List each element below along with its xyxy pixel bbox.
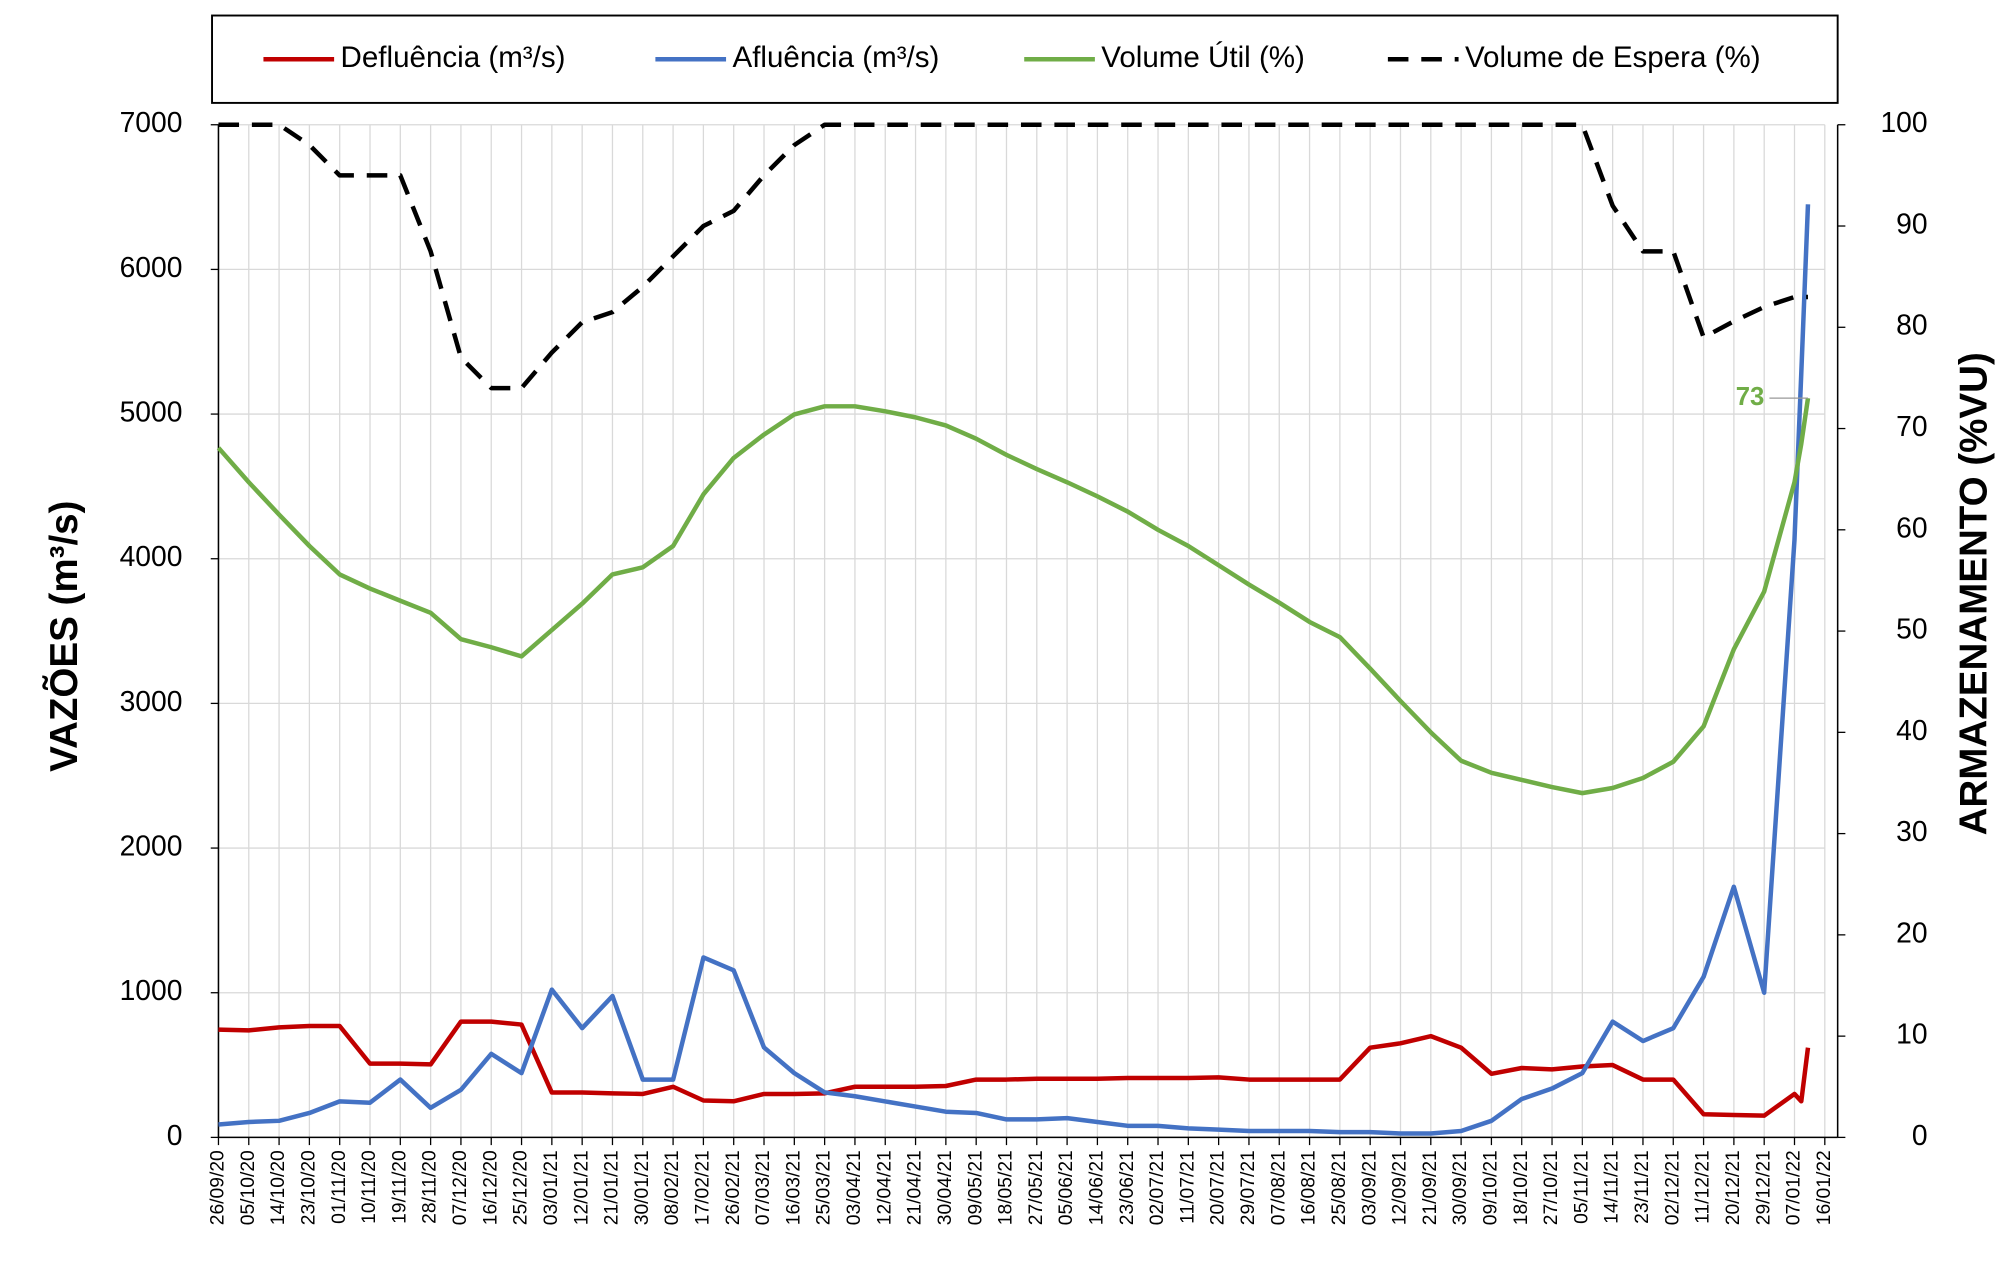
series-line — [218, 204, 1811, 1136]
x-tick-label: 29/12/21 — [1753, 1150, 1774, 1225]
x-tick-label: 14/10/20 — [268, 1150, 289, 1225]
y2-tick-label: 60 — [1896, 511, 1927, 543]
y2-tick-label: 10 — [1896, 1018, 1927, 1050]
x-tick-label: 30/09/21 — [1450, 1150, 1471, 1225]
x-tick-label: 01/11/20 — [329, 1150, 350, 1224]
x-tick-label: 02/07/21 — [1147, 1150, 1168, 1225]
x-tick-label: 03/09/21 — [1359, 1150, 1380, 1225]
y2-tick-label: 80 — [1896, 309, 1927, 341]
x-tick-label: 02/12/21 — [1662, 1150, 1683, 1225]
x-tick-label: 30/01/21 — [632, 1150, 653, 1225]
x-tick-label: 23/06/21 — [1117, 1150, 1138, 1225]
y2-tick-label: 50 — [1896, 613, 1927, 645]
x-tick-label: 27/05/21 — [1026, 1150, 1047, 1225]
x-tick-label: 28/11/20 — [420, 1150, 441, 1224]
series-line — [218, 122, 1808, 391]
x-tick-label: 23/10/20 — [298, 1150, 319, 1225]
x-tick-label: 17/02/21 — [692, 1150, 713, 1225]
y-tick-label: 5000 — [120, 396, 183, 428]
data-label: 73 — [1736, 383, 1765, 411]
x-tick-label: 05/10/20 — [238, 1150, 259, 1225]
x-tick-label: 18/05/21 — [996, 1150, 1017, 1225]
x-tick-label: 30/04/21 — [935, 1150, 956, 1225]
x-tick-label: 03/04/21 — [844, 1150, 865, 1225]
x-tick-label: 14/06/21 — [1087, 1150, 1108, 1225]
x-tick-label: 20/12/21 — [1723, 1150, 1744, 1225]
x-tick-label: 10/11/20 — [359, 1150, 380, 1224]
x-tick-label: 16/08/21 — [1299, 1150, 1320, 1225]
x-tick-label: 26/02/21 — [723, 1150, 744, 1225]
x-tick-label: 20/07/21 — [1208, 1150, 1229, 1225]
x-tick-label: 05/06/21 — [1056, 1150, 1077, 1225]
y-tick-label: 2000 — [120, 830, 183, 862]
x-tick-label: 25/08/21 — [1329, 1150, 1350, 1225]
y-tick-label: 1000 — [120, 974, 183, 1006]
y2-axis-title: ARMAZENAMENTO (%VU) — [1953, 352, 1996, 835]
x-tick-label: 07/12/20 — [450, 1150, 471, 1225]
x-tick-label: 11/07/21 — [1177, 1150, 1198, 1224]
x-tick-label: 21/09/21 — [1420, 1150, 1441, 1225]
x-tick-label: 16/03/21 — [783, 1150, 804, 1225]
y-tick-label: 6000 — [120, 251, 183, 283]
x-tick-label: 26/09/20 — [208, 1150, 229, 1225]
x-tick-label: 12/09/21 — [1390, 1150, 1411, 1225]
x-tick-label: 05/11/21 — [1571, 1150, 1592, 1224]
x-tick-label: 19/11/20 — [389, 1150, 410, 1224]
series-line — [218, 1019, 1811, 1118]
x-tick-label: 08/02/21 — [662, 1150, 683, 1225]
x-tick-label: 12/04/21 — [874, 1150, 895, 1225]
x-tick-label: 25/03/21 — [814, 1150, 835, 1225]
y2-tick-label: 90 — [1896, 207, 1927, 239]
x-tick-label: 03/01/21 — [541, 1150, 562, 1225]
x-tick-label: 14/11/21 — [1602, 1150, 1623, 1224]
x-tick-label: 21/01/21 — [602, 1150, 623, 1225]
x-tick-label: 27/10/21 — [1541, 1150, 1562, 1225]
y2-tick-label: 0 — [1912, 1119, 1928, 1151]
y-tick-label: 0 — [167, 1119, 183, 1151]
x-tick-label: 18/10/21 — [1511, 1150, 1532, 1225]
x-tick-label: 23/11/21 — [1632, 1150, 1653, 1224]
x-tick-label: 07/01/22 — [1784, 1150, 1805, 1225]
legend-label: Volume Útil (%) — [1101, 41, 1305, 74]
x-tick-label: 11/12/21 — [1693, 1150, 1714, 1224]
y2-tick-label: 70 — [1896, 410, 1927, 442]
x-tick-label: 07/03/21 — [753, 1150, 774, 1225]
x-tick-label: 07/08/21 — [1268, 1150, 1289, 1225]
legend-label: Volume de Espera (%) — [1465, 41, 1761, 74]
y2-tick-label: 30 — [1896, 815, 1927, 847]
x-tick-label: 16/12/20 — [480, 1150, 501, 1225]
legend-label: Afluência (m³/s) — [732, 41, 939, 74]
y-tick-label: 3000 — [120, 685, 183, 717]
x-tick-label: 12/01/21 — [571, 1150, 592, 1225]
y2-tick-label: 100 — [1880, 106, 1927, 138]
legend-label: Defluência (m³/s) — [341, 41, 566, 74]
y2-tick-label: 40 — [1896, 714, 1927, 746]
y-tick-label: 4000 — [120, 540, 183, 572]
x-tick-label: 21/04/21 — [905, 1150, 926, 1225]
series-line — [216, 397, 1811, 796]
x-tick-label: 25/12/20 — [511, 1150, 532, 1225]
y2-tick-label: 20 — [1896, 916, 1927, 948]
x-tick-label: 09/10/21 — [1481, 1150, 1502, 1225]
x-tick-label: 16/01/22 — [1814, 1150, 1835, 1225]
y-axis-title: VAZÕES (m³/s) — [41, 501, 86, 772]
x-tick-label: 29/07/21 — [1238, 1150, 1259, 1225]
x-tick-label: 09/05/21 — [965, 1150, 986, 1225]
y-tick-label: 7000 — [120, 106, 183, 138]
